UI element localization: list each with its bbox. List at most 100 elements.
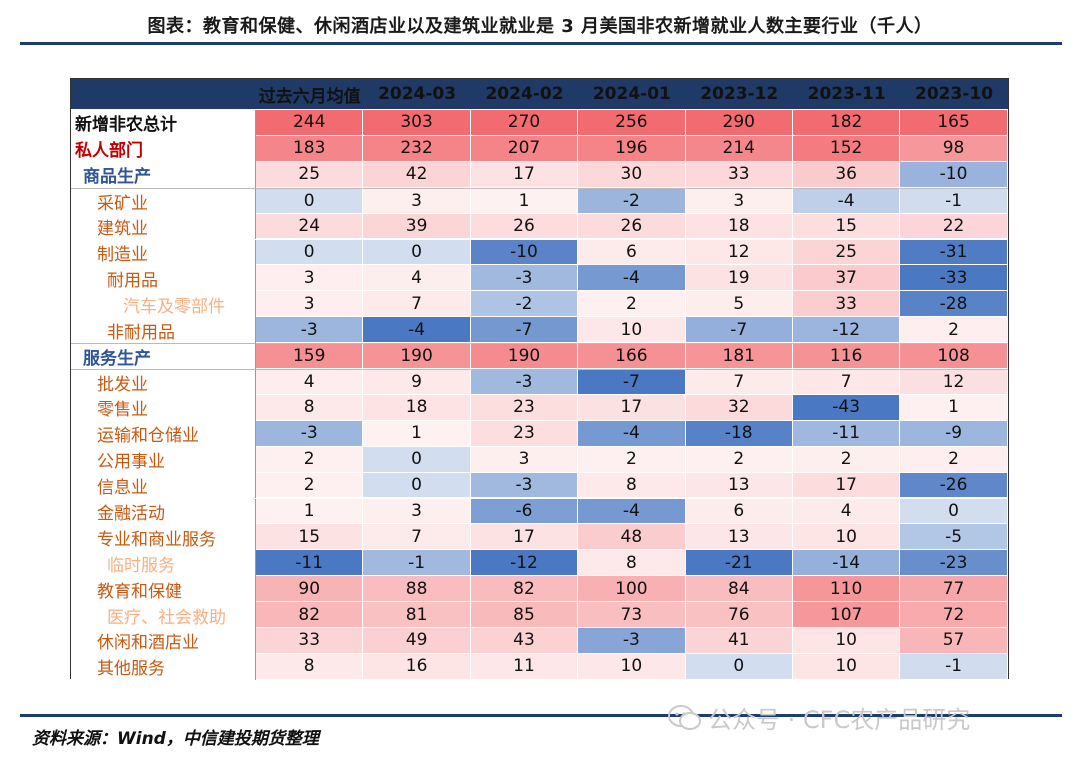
value-cell: 303 bbox=[363, 110, 471, 136]
value-cell: 33 bbox=[256, 628, 364, 654]
value-cell: 82 bbox=[256, 602, 364, 628]
value-cell: 0 bbox=[685, 653, 793, 680]
value-cell: 1 bbox=[363, 420, 471, 447]
value-cell: 37 bbox=[792, 265, 901, 292]
value-cell: 2 bbox=[578, 291, 686, 318]
value-cell: 0 bbox=[900, 498, 1008, 525]
table-row: 教育和保健 90 88 82 100 84 110 77 bbox=[71, 576, 1008, 603]
table-row: 汽车及零部件 3 7 -2 2 5 33 -28 bbox=[71, 291, 1008, 318]
value-cell: 32 bbox=[685, 394, 793, 421]
row-label: 制造业 bbox=[71, 239, 256, 266]
value-cell: 0 bbox=[256, 239, 364, 266]
source-note: 资料来源：Wind，中信建投期货整理 bbox=[32, 729, 319, 749]
value-cell: 10 bbox=[792, 653, 901, 680]
value-cell: -1 bbox=[363, 550, 471, 577]
value-cell: -43 bbox=[792, 394, 901, 421]
value-cell: 57 bbox=[900, 628, 1008, 654]
value-cell: -12 bbox=[470, 550, 579, 577]
value-cell: 41 bbox=[685, 628, 793, 654]
value-cell: 72 bbox=[900, 602, 1008, 628]
value-cell: -23 bbox=[900, 550, 1008, 577]
value-cell: 214 bbox=[685, 135, 793, 162]
table-header-row: 过去六月均值 2024-03 2024-02 2024-01 2023-12 2023-1… bbox=[71, 79, 1008, 109]
row-label: 商品生产 bbox=[71, 161, 256, 188]
value-cell: 190 bbox=[363, 343, 471, 369]
value-cell: 73 bbox=[578, 602, 686, 628]
value-cell: 107 bbox=[792, 602, 901, 628]
value-cell: 100 bbox=[578, 576, 686, 603]
value-cell: 110 bbox=[792, 576, 901, 603]
value-cell: -6 bbox=[470, 498, 579, 525]
column-header: 2023-12 bbox=[700, 84, 779, 104]
value-cell: 82 bbox=[470, 576, 579, 603]
value-cell: 15 bbox=[256, 524, 364, 551]
row-label: 专业和商业服务 bbox=[71, 524, 256, 551]
table-row: 制造业 0 0 -10 6 12 25 -31 bbox=[71, 239, 1008, 266]
row-label: 批发业 bbox=[71, 369, 256, 395]
table-row: 医疗、社会救助 82 81 85 73 76 107 72 bbox=[71, 602, 1008, 628]
value-cell: 30 bbox=[578, 161, 686, 188]
value-cell: 165 bbox=[900, 110, 1008, 136]
value-cell: 181 bbox=[685, 343, 793, 369]
value-cell: 1 bbox=[900, 394, 1008, 421]
value-cell: 43 bbox=[470, 628, 579, 654]
row-label: 非耐用品 bbox=[71, 317, 256, 344]
value-cell: 2 bbox=[900, 317, 1008, 344]
value-cell: 81 bbox=[363, 602, 471, 628]
table-row: 批发业 4 9 -3 -7 7 7 12 bbox=[71, 369, 1008, 395]
row-label: 采矿业 bbox=[71, 187, 256, 214]
table-row: 耐用品 3 4 -3 -4 19 37 -33 bbox=[71, 265, 1008, 292]
value-cell: -14 bbox=[792, 550, 901, 577]
value-cell: 3 bbox=[363, 187, 471, 214]
value-cell: -33 bbox=[900, 265, 1008, 292]
table-row: 休闲和酒店业 33 49 43 -3 41 10 57 bbox=[71, 628, 1008, 654]
value-cell: 8 bbox=[578, 472, 686, 499]
watermark: 公众号 · CFC农产品研究 bbox=[668, 700, 970, 735]
value-cell: 10 bbox=[578, 317, 686, 344]
value-cell: 2 bbox=[256, 446, 364, 473]
value-cell: -3 bbox=[470, 369, 579, 395]
value-cell: 88 bbox=[363, 576, 471, 603]
table-row: 信息业 2 0 -3 8 13 17 -26 bbox=[71, 472, 1008, 499]
value-cell: 244 bbox=[256, 110, 364, 136]
row-label: 服务生产 bbox=[71, 343, 256, 369]
value-cell: 42 bbox=[363, 161, 471, 188]
row-label: 零售业 bbox=[71, 394, 256, 421]
table-row: 临时服务 -11 -1 -12 8 -21 -14 -23 bbox=[71, 550, 1008, 577]
row-label: 私人部门 bbox=[71, 135, 256, 162]
row-label: 运输和仓储业 bbox=[71, 420, 256, 447]
value-cell: -31 bbox=[900, 239, 1008, 266]
value-cell: 11 bbox=[470, 653, 579, 680]
value-cell: 77 bbox=[900, 576, 1008, 603]
data-table: 过去六月均值 2024-03 2024-02 2024-01 2023-12 2023-1… bbox=[70, 78, 1009, 680]
value-cell: 18 bbox=[363, 394, 471, 421]
value-cell: 6 bbox=[685, 498, 793, 525]
value-cell: -21 bbox=[685, 550, 793, 577]
value-cell: 159 bbox=[256, 343, 364, 369]
value-cell: 13 bbox=[685, 472, 793, 499]
bottom-divider bbox=[20, 714, 1062, 717]
value-cell: -12 bbox=[792, 317, 901, 344]
value-cell: -3 bbox=[256, 317, 364, 344]
value-cell: 17 bbox=[578, 394, 686, 421]
value-cell: 16 bbox=[363, 653, 471, 680]
value-cell: 4 bbox=[363, 265, 471, 292]
value-cell: 1 bbox=[470, 187, 579, 214]
value-cell: 17 bbox=[470, 524, 579, 551]
value-cell: -7 bbox=[685, 317, 793, 344]
value-cell: 25 bbox=[792, 239, 901, 266]
value-cell: 33 bbox=[792, 291, 901, 318]
row-label: 信息业 bbox=[71, 472, 256, 499]
value-cell: 19 bbox=[685, 265, 793, 292]
value-cell: 26 bbox=[578, 213, 686, 240]
value-cell: 116 bbox=[792, 343, 901, 369]
table-row: 其他服务 8 16 11 10 0 10 -1 bbox=[71, 653, 1008, 680]
value-cell: 3 bbox=[256, 265, 364, 292]
value-cell: 166 bbox=[578, 343, 686, 369]
row-label: 其他服务 bbox=[71, 653, 256, 680]
column-header: 2023-10 bbox=[915, 84, 994, 104]
value-cell: 23 bbox=[470, 394, 579, 421]
value-cell: 10 bbox=[578, 653, 686, 680]
value-cell: 4 bbox=[792, 498, 901, 525]
row-label: 休闲和酒店业 bbox=[71, 628, 256, 654]
